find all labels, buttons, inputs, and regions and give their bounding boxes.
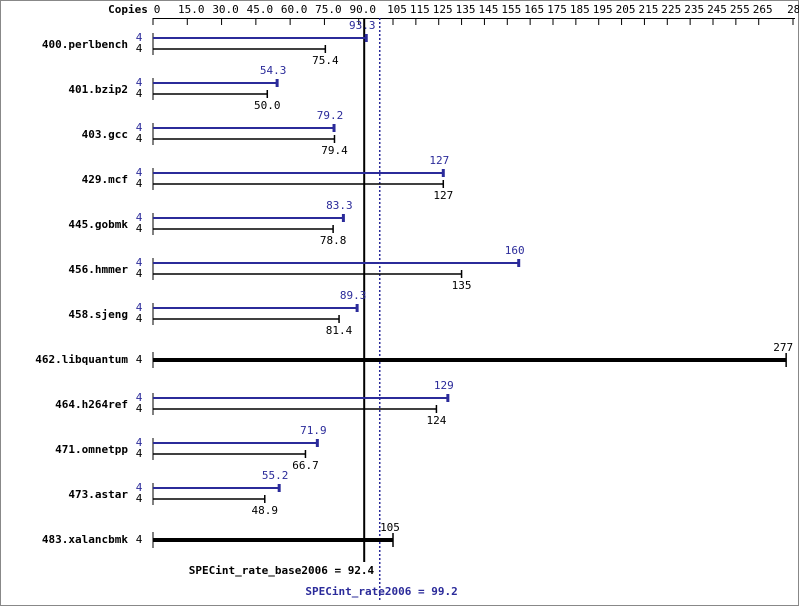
copies: 4 (136, 353, 143, 366)
x-tick-label: 265 (753, 3, 773, 16)
value-label: 124 (426, 414, 446, 427)
category-label: 456.hmmer (68, 263, 128, 276)
value-label: 135 (452, 279, 472, 292)
copies: 4 (136, 436, 143, 449)
copies: 4 (136, 391, 143, 404)
value-label: 79.2 (317, 109, 344, 122)
copies: 4 (136, 533, 143, 546)
x-tick-label: 60.0 (281, 3, 308, 16)
x-tick-label: 15.0 (178, 3, 205, 16)
copies-header: Copies (108, 3, 148, 16)
value-label: 93.3 (349, 19, 376, 32)
value-label: 71.9 (300, 424, 327, 437)
value-label: 55.2 (262, 469, 289, 482)
copies: 4 (136, 267, 143, 280)
category-label: 403.gcc (82, 128, 128, 141)
copies: 4 (136, 177, 143, 190)
category-label: 473.astar (68, 488, 128, 501)
value-label: 83.3 (326, 199, 353, 212)
copies: 4 (136, 121, 143, 134)
value-label: 50.0 (254, 99, 281, 112)
x-tick-label: 135 (456, 3, 476, 16)
copies: 4 (136, 132, 143, 145)
x-tick-label: 0 (154, 3, 161, 16)
x-tick-label: 90.0 (349, 3, 376, 16)
value-label: 75.4 (312, 54, 339, 67)
category-label: 471.omnetpp (55, 443, 128, 456)
x-tick-label: 280 (787, 3, 799, 16)
x-tick-label: 235 (684, 3, 704, 16)
x-tick-label: 155 (501, 3, 521, 16)
copies: 4 (136, 447, 143, 460)
x-tick-label: 30.0 (212, 3, 239, 16)
copies: 4 (136, 256, 143, 269)
x-tick-label: 45.0 (247, 3, 274, 16)
value-label: 127 (429, 154, 449, 167)
category-label: 458.sjeng (68, 308, 128, 321)
value-label: 105 (380, 521, 400, 534)
x-tick-label: 255 (730, 3, 750, 16)
x-tick-label: 175 (547, 3, 567, 16)
x-tick-label: 105 (387, 3, 407, 16)
value-label: 79.4 (321, 144, 348, 157)
x-tick-label: 195 (593, 3, 613, 16)
copies: 4 (136, 481, 143, 494)
category-label: 400.perlbench (42, 38, 128, 51)
x-tick-label: 245 (707, 3, 727, 16)
copies: 4 (136, 492, 143, 505)
copies: 4 (136, 87, 143, 100)
value-label: 89.3 (340, 289, 367, 302)
value-label: 277 (773, 341, 793, 354)
category-label: 464.h264ref (55, 398, 128, 411)
copies: 4 (136, 402, 143, 415)
copies: 4 (136, 166, 143, 179)
copies: 4 (136, 312, 143, 325)
category-label: 445.gobmk (68, 218, 128, 231)
x-tick-label: 145 (478, 3, 498, 16)
value-label: 48.9 (252, 504, 279, 517)
copies: 4 (136, 222, 143, 235)
x-tick-label: 125 (433, 3, 453, 16)
value-label: 129 (434, 379, 454, 392)
reference-label: SPECint_rate_base2006 = 92.4 (189, 564, 375, 577)
reference-label: SPECint_rate2006 = 99.2 (305, 585, 457, 598)
x-tick-label: 215 (638, 3, 658, 16)
value-label: 81.4 (326, 324, 353, 337)
category-label: 462.libquantum (35, 353, 128, 366)
category-label: 429.mcf (82, 173, 128, 186)
copies: 4 (136, 31, 143, 44)
category-label: 401.bzip2 (68, 83, 128, 96)
x-tick-label: 225 (661, 3, 681, 16)
copies: 4 (136, 301, 143, 314)
x-tick-label: 165 (524, 3, 544, 16)
value-label: 78.8 (320, 234, 347, 247)
x-tick-label: 205 (616, 3, 636, 16)
x-tick-label: 185 (570, 3, 590, 16)
value-label: 54.3 (260, 64, 287, 77)
x-tick-label: 75.0 (315, 3, 342, 16)
copies: 4 (136, 211, 143, 224)
value-label: 66.7 (292, 459, 319, 472)
value-label: 127 (433, 189, 453, 202)
category-label: 483.xalancbmk (42, 533, 128, 546)
value-label: 160 (505, 244, 525, 257)
copies: 4 (136, 42, 143, 55)
copies: 4 (136, 76, 143, 89)
x-tick-label: 115 (410, 3, 430, 16)
